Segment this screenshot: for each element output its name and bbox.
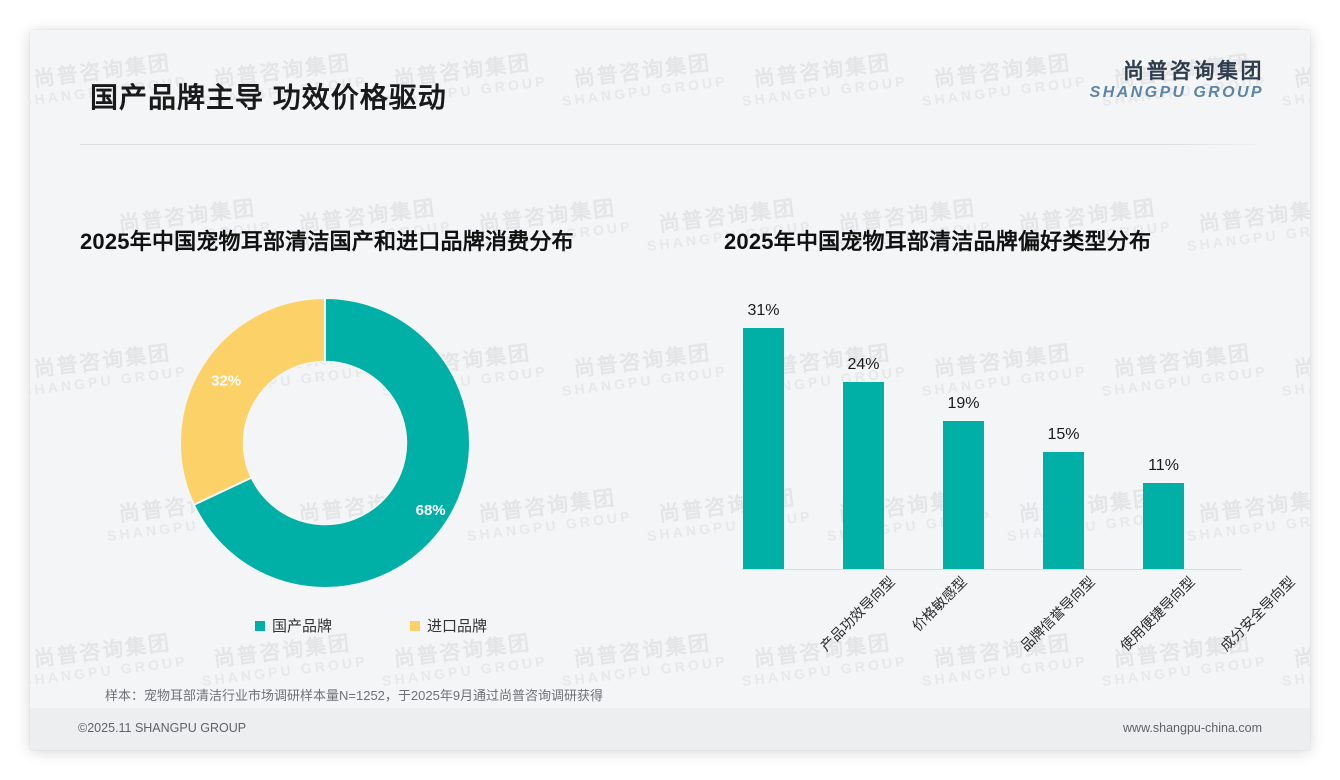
bar-rect[interactable]	[1143, 483, 1184, 569]
donut-slice-value-label: 32%	[211, 372, 241, 389]
brand-logo: 尚普咨询集团 SHANGPU GROUP	[1090, 60, 1264, 103]
bar-value-label: 11%	[1148, 457, 1179, 474]
bar-chart-tick-labels: 产品功效导向型 价格敏感型 品牌信誉导向型 使用便捷导向型 成分安全导向型	[700, 572, 1298, 682]
donut-slice[interactable]	[192, 298, 470, 588]
slide-card: 尚普咨询集团 SHANGPU GROUP 尚普咨询集团 SHANGPU GROUP 尚普…	[30, 30, 1310, 750]
bar-column[interactable]: 11%	[1143, 457, 1184, 569]
donut-slice-value-label: 68%	[416, 502, 446, 519]
bar-chart-plot: 31% 24% 19% 15% 11%	[700, 290, 1280, 570]
bar-category-label: 价格敏感型	[908, 573, 970, 635]
legend-item[interactable]: 国产品牌	[255, 615, 332, 636]
legend-swatch-icon	[255, 620, 265, 631]
bar-value-label: 24%	[847, 356, 880, 373]
footer-copyright: ©2025.11 SHANGPU GROUP	[78, 721, 247, 735]
bar-rect[interactable]	[843, 382, 884, 569]
donut-chart-legend: 国产品牌 进口品牌	[255, 615, 487, 636]
donut-chart-title: 2025年中国宠物耳部清洁国产和进口品牌消费分布	[80, 229, 574, 254]
bar-rect[interactable]	[943, 421, 984, 569]
bar-chart-panel: 2025年中国宠物耳部清洁品牌偏好类型分布 31% 24% 19% 15% 11% 产品…	[690, 190, 1298, 670]
donut-slice[interactable]	[180, 298, 326, 507]
legend-item-label: 进口品牌	[427, 618, 488, 635]
bar-column[interactable]: 31%	[743, 302, 784, 569]
slide-footer: ©2025.11 SHANGPU GROUP www.shangpu-china…	[30, 708, 1310, 750]
bar-category-label: 品牌信誉导向型	[1017, 573, 1098, 655]
bar-chart-title: 2025年中国宠物耳部清洁品牌偏好类型分布	[724, 229, 1152, 254]
bar-category-label: 使用便捷导向型	[1117, 573, 1198, 655]
donut-chart-svg: 68% 32%	[180, 298, 470, 588]
brand-name-en: SHANGPU GROUP	[1089, 84, 1264, 102]
page-title: 国产品牌主导 功效价格驱动	[90, 82, 447, 113]
bar-value-label: 15%	[1047, 426, 1080, 443]
footer-website[interactable]: www.shangpu-china.com	[1123, 721, 1262, 735]
bar-column[interactable]: 24%	[843, 356, 884, 569]
donut-chart-panel: 2025年中国宠物耳部清洁国产和进口品牌消费分布 68% 32% 国产品牌 进口品牌	[50, 190, 685, 670]
legend-swatch-icon	[410, 620, 421, 631]
header-divider	[80, 144, 1255, 145]
bar-value-label: 19%	[947, 395, 980, 412]
legend-item[interactable]: 进口品牌	[410, 615, 487, 636]
brand-name-cn: 尚普咨询集团	[1123, 60, 1264, 83]
bar-chart-axis-line	[742, 569, 1242, 570]
slide-header: 国产品牌主导 功效价格驱动 尚普咨询集团 SHANGPU GROUP	[30, 30, 1310, 122]
sample-footnote: 样本：宠物耳部清洁行业市场调研样本量N=1252，于2025年9月通过尚普咨询调…	[105, 688, 604, 703]
bar-rect[interactable]	[743, 328, 784, 569]
bar-column[interactable]: 15%	[1043, 426, 1084, 569]
bar-rect[interactable]	[1043, 452, 1084, 569]
legend-item-label: 国产品牌	[272, 618, 333, 635]
bar-column[interactable]: 19%	[943, 395, 984, 569]
bar-category-label: 产品功效导向型	[817, 573, 898, 655]
bar-value-label: 31%	[747, 302, 780, 319]
bar-category-label: 成分安全导向型	[1217, 573, 1298, 655]
donut-chart: 68% 32%	[180, 298, 470, 588]
